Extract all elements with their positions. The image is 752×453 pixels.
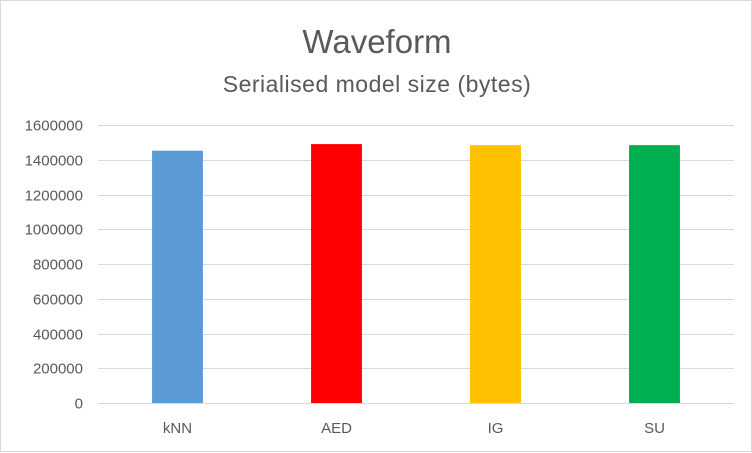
y-tick-label: 400000 [33,327,83,344]
y-tick-label: 1600000 [25,118,83,135]
x-tick-label: kNN [163,420,192,437]
bar-su [629,145,680,403]
y-tick-label: 200000 [33,361,83,378]
y-tick-label: 1200000 [25,188,83,205]
bar-ig [470,145,521,403]
x-tick-label: IG [488,420,504,437]
chart-subtitle: Serialised model size (bytes) [223,71,532,97]
y-tick-label: 1000000 [25,222,83,239]
y-tick-label: 1400000 [25,153,83,170]
bars [152,144,680,404]
y-tick-label: 600000 [33,292,83,309]
y-tick-label: 0 [75,396,83,413]
x-axis-ticks: kNN AED IG SU [163,420,665,437]
y-tick-label: 800000 [33,257,83,274]
y-axis-ticks: 0 200000 400000 600000 800000 1000000 1200000 1… [25,118,83,413]
x-tick-label: AED [321,420,352,437]
chart-title: Waveform [302,23,451,60]
x-tick-label: SU [644,420,665,437]
gridlines [98,125,734,404]
bar-knn [152,150,203,403]
bar-aed [311,144,362,404]
